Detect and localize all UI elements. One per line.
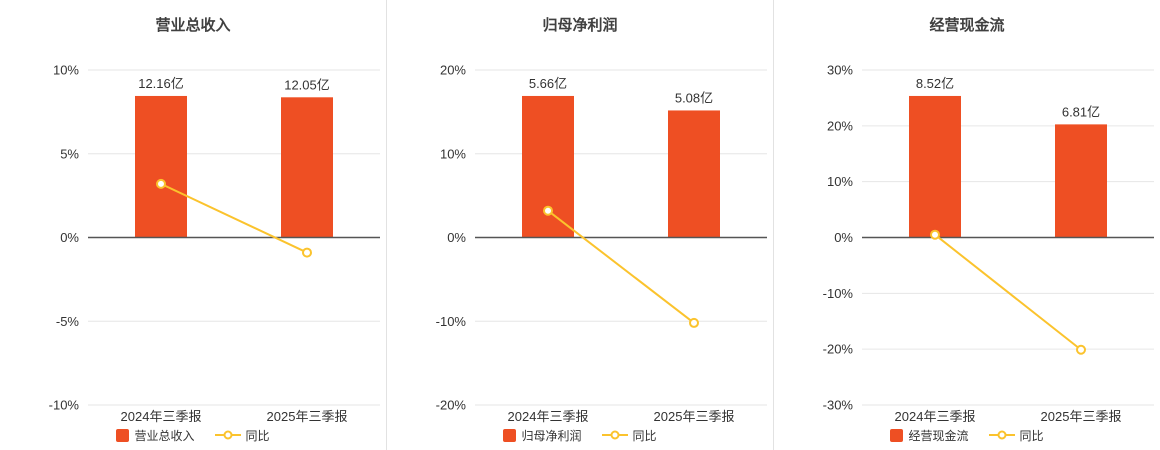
y-tick-label: 0%	[60, 230, 79, 245]
y-tick-label: -10%	[823, 286, 854, 301]
y-tick-label: -5%	[56, 314, 80, 329]
bar-value-label: 12.16亿	[138, 76, 184, 91]
bar-legend-swatch	[890, 428, 904, 442]
y-tick-label: 30%	[827, 63, 853, 78]
yoy-legend-label: 同比	[1019, 428, 1044, 443]
y-tick-label: 10%	[440, 146, 466, 161]
yoy-point[interactable]	[543, 205, 553, 216]
yoy-legend-marker-icon	[601, 430, 628, 440]
yoy-line	[160, 182, 308, 254]
y-tick-label: -30%	[823, 398, 854, 413]
yoy-line	[934, 233, 1082, 351]
yoy-legend-marker-icon	[988, 430, 1015, 440]
bar-legend-label: 经营现金流	[908, 428, 969, 443]
x-category-label: 2025年三季报	[1041, 409, 1122, 424]
y-tick-label: 0%	[834, 230, 853, 245]
chart-title: 营业总收入	[155, 17, 231, 34]
yoy-point[interactable]	[156, 178, 166, 189]
bar-legend-label: 归母净利润	[521, 428, 582, 443]
y-tick-label: 20%	[827, 118, 853, 133]
chart-legend: 经营现金流 同比	[774, 424, 1160, 446]
yoy-point[interactable]	[689, 317, 699, 328]
cash-flow-chart: 30% 20% 10% 0% -10% -20% -30% 8.52亿 6.81亿 2024年三季…	[823, 63, 1154, 424]
yoy-point[interactable]	[302, 247, 312, 258]
bar-value-label: 5.08亿	[675, 90, 713, 105]
legend-item-bar[interactable]: 经营现金流	[890, 427, 969, 444]
y-tick-label: 10%	[827, 174, 853, 189]
x-category-label: 2024年三季报	[895, 409, 976, 424]
y-tick-label: -20%	[823, 342, 854, 357]
legend-item-bar[interactable]: 归母净利润	[503, 427, 582, 444]
legend-item-yoy[interactable]: 同比	[601, 427, 657, 444]
bar-legend-swatch	[116, 428, 130, 442]
chart-title: 归母净利润	[542, 17, 618, 34]
chart-legend: 归母净利润 同比	[387, 424, 773, 446]
yoy-point[interactable]	[930, 229, 940, 240]
yoy-legend-marker-icon	[214, 430, 241, 440]
legend-item-yoy[interactable]: 同比	[214, 427, 270, 444]
panel-revenue: 营业总收入 10% 5% 0% -5% -10% 12.16亿 12.05亿 2024年三季报…	[0, 0, 386, 450]
panel-operating-cash-flow: 经营现金流 30% 20% 10% 0% -10% -20% -30% 8.52亿 6.81亿 2…	[773, 0, 1160, 450]
y-tick-label: -20%	[436, 398, 467, 413]
chart-legend: 营业总收入 同比	[0, 424, 386, 446]
bar-value-label: 6.81亿	[1062, 104, 1100, 119]
yoy-legend-label: 同比	[245, 428, 270, 443]
bar-legend-label: 营业总收入	[134, 428, 195, 443]
y-tick-label: -10%	[436, 314, 467, 329]
legend-item-bar[interactable]: 营业总收入	[116, 427, 195, 444]
x-category-label: 2025年三季报	[267, 409, 348, 424]
bar-value-label: 12.05亿	[284, 77, 330, 92]
y-tick-label: 10%	[53, 63, 79, 78]
x-category-label: 2024年三季报	[508, 409, 589, 424]
revenue-chart: 10% 5% 0% -5% -10% 12.16亿 12.05亿 2024年三季报 2025年三…	[49, 63, 380, 424]
panel-net-profit: 归母净利润 20% 10% 0% -10% -20% 5.66亿 5.08亿 2024年三季报…	[386, 0, 773, 450]
y-tick-label: 20%	[440, 63, 466, 78]
yoy-line	[547, 209, 695, 324]
x-category-label: 2025年三季报	[654, 409, 735, 424]
bar[interactable]	[1055, 124, 1107, 238]
y-tick-label: 5%	[60, 146, 79, 161]
chart-title: 经营现金流	[929, 17, 1005, 34]
bar[interactable]	[135, 95, 187, 238]
net-profit-chart: 20% 10% 0% -10% -20% 5.66亿 5.08亿 2024年三季报 2025年三…	[436, 63, 767, 424]
bar[interactable]	[281, 97, 333, 238]
bar-legend-swatch	[503, 428, 517, 442]
legend-item-yoy[interactable]: 同比	[988, 427, 1044, 444]
bar-value-label: 5.66亿	[529, 76, 567, 91]
bar-value-label: 8.52亿	[916, 76, 954, 91]
bar[interactable]	[909, 95, 961, 238]
x-category-label: 2024年三季报	[121, 409, 202, 424]
yoy-legend-label: 同比	[632, 428, 657, 443]
bar[interactable]	[522, 95, 574, 238]
y-tick-label: -10%	[49, 398, 80, 413]
bar[interactable]	[668, 110, 720, 238]
yoy-point[interactable]	[1076, 344, 1086, 355]
y-tick-label: 0%	[447, 230, 466, 245]
